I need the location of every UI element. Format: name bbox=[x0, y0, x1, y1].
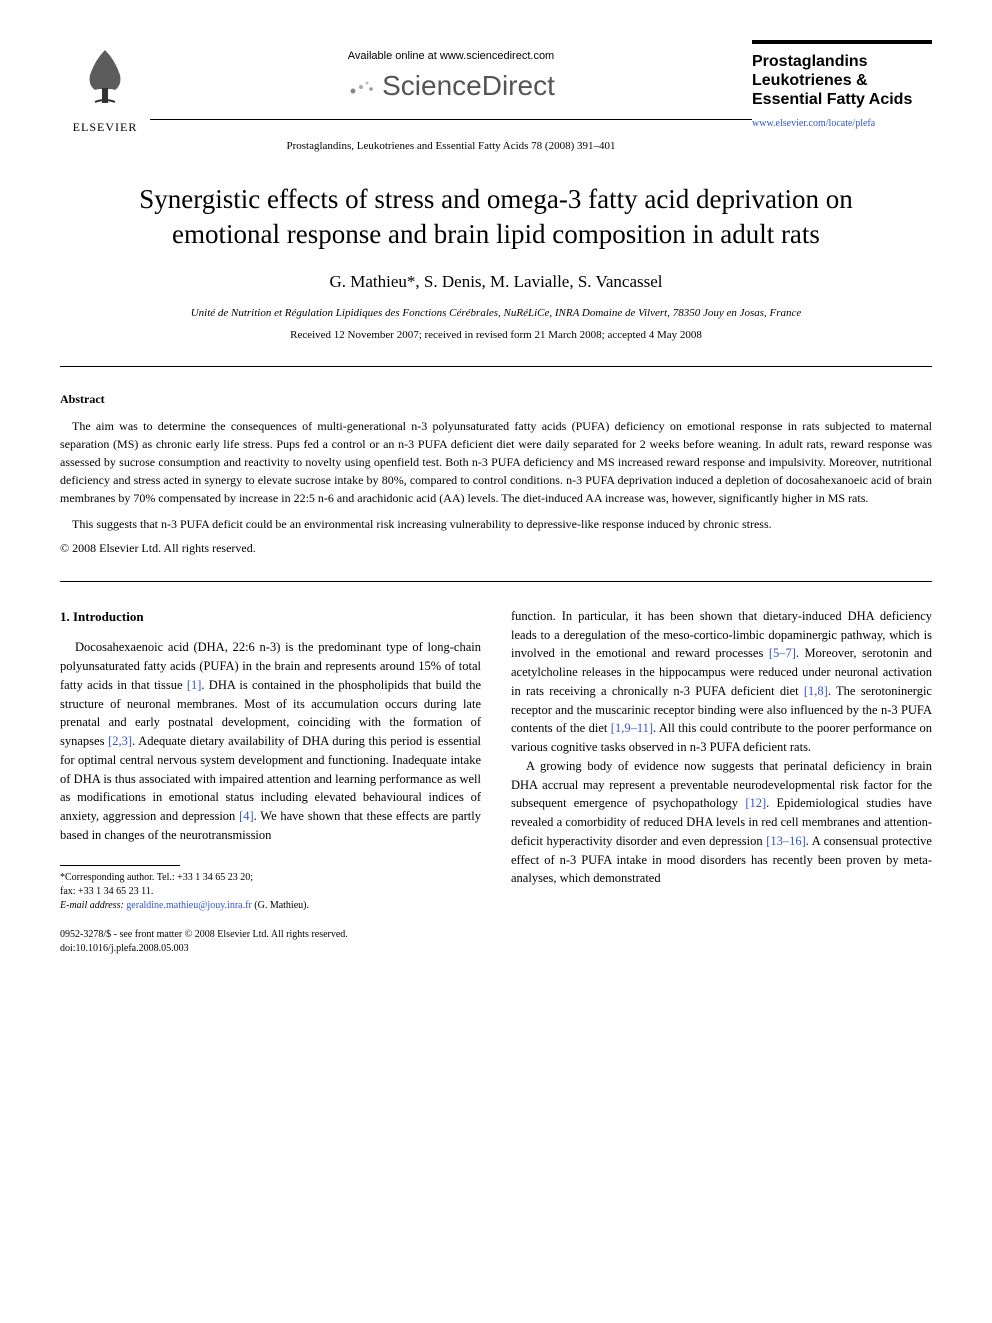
right-column: function. In particular, it has been sho… bbox=[511, 607, 932, 956]
page-header: ELSEVIER Available online at www.science… bbox=[60, 40, 932, 152]
article-affiliation: Unité de Nutrition et Régulation Lipidiq… bbox=[60, 307, 932, 319]
journal-title-box: Prostaglandins Leukotrienes & Essential … bbox=[752, 40, 932, 129]
email-link[interactable]: geraldine.mathieu@jouy.inra.fr bbox=[126, 900, 251, 911]
email-label: E-mail address: bbox=[60, 900, 124, 911]
ref-link-1316[interactable]: [13–16] bbox=[766, 834, 806, 848]
abstract-bottom-rule bbox=[60, 581, 932, 582]
elsevier-tree-icon bbox=[70, 40, 140, 110]
abstract-copyright: © 2008 Elsevier Ltd. All rights reserved… bbox=[60, 541, 932, 556]
article-authors: G. Mathieu*, S. Denis, M. Lavialle, S. V… bbox=[60, 272, 932, 292]
journal-name-line3: Essential Fatty Acids bbox=[752, 90, 932, 109]
doi-line: doi:10.1016/j.plefa.2008.05.003 bbox=[60, 942, 481, 956]
platform-name: ScienceDirect bbox=[150, 70, 752, 104]
footnote-block: *Corresponding author. Tel.: +33 1 34 65… bbox=[60, 871, 481, 913]
available-online-text: Available online at www.sciencedirect.co… bbox=[150, 50, 752, 62]
fax-number: fax: +33 1 34 65 23 11. bbox=[60, 885, 481, 899]
ref-link-23[interactable]: [2,3] bbox=[108, 734, 132, 748]
email-author-name: (G. Mathieu). bbox=[254, 900, 309, 911]
publisher-name: ELSEVIER bbox=[60, 120, 150, 135]
ref-link-4[interactable]: [4] bbox=[239, 809, 254, 823]
ref-link-12[interactable]: [12] bbox=[745, 796, 766, 810]
abstract-top-rule bbox=[60, 366, 932, 367]
article-dates: Received 12 November 2007; received in r… bbox=[60, 329, 932, 341]
ref-link-1[interactable]: [1] bbox=[187, 678, 202, 692]
journal-url-link[interactable]: www.elsevier.com/locate/plefa bbox=[752, 118, 932, 129]
abstract-para1: The aim was to determine the consequence… bbox=[60, 417, 932, 507]
publisher-logo: ELSEVIER bbox=[60, 40, 150, 135]
sciencedirect-text: ScienceDirect bbox=[382, 70, 555, 101]
ref-link-18[interactable]: [1,8] bbox=[804, 684, 828, 698]
journal-reference: Prostaglandins, Leukotrienes and Essenti… bbox=[150, 140, 752, 152]
intro-para-2: A growing body of evidence now suggests … bbox=[511, 757, 932, 888]
abstract-heading: Abstract bbox=[60, 392, 932, 407]
bottom-info: 0952-3278/$ - see front matter © 2008 El… bbox=[60, 928, 481, 956]
corresponding-author: *Corresponding author. Tel.: +33 1 34 65… bbox=[60, 871, 481, 885]
ref-link-57[interactable]: [5–7] bbox=[769, 646, 796, 660]
left-column: 1. Introduction Docosahexaenoic acid (DH… bbox=[60, 607, 481, 956]
email-line: E-mail address: geraldine.mathieu@jouy.i… bbox=[60, 899, 481, 913]
center-header: Available online at www.sciencedirect.co… bbox=[150, 40, 752, 152]
journal-name-line2: Leukotrienes & bbox=[752, 71, 932, 90]
footnote-separator bbox=[60, 865, 180, 866]
journal-name-line1: Prostaglandins bbox=[752, 52, 932, 71]
abstract-para2: This suggests that n-3 PUFA deficit coul… bbox=[60, 515, 932, 533]
intro-para-1-cont: function. In particular, it has been sho… bbox=[511, 607, 932, 757]
sciencedirect-icon bbox=[347, 72, 377, 104]
section-1-heading: 1. Introduction bbox=[60, 607, 481, 627]
issn-line: 0952-3278/$ - see front matter © 2008 El… bbox=[60, 928, 481, 942]
body-columns: 1. Introduction Docosahexaenoic acid (DH… bbox=[60, 607, 932, 956]
header-rule bbox=[150, 119, 752, 120]
intro-para-1: Docosahexaenoic acid (DHA, 22:6 n-3) is … bbox=[60, 638, 481, 844]
ref-link-1911[interactable]: [1,9–11] bbox=[611, 721, 653, 735]
article-title: Synergistic effects of stress and omega-… bbox=[100, 182, 892, 252]
